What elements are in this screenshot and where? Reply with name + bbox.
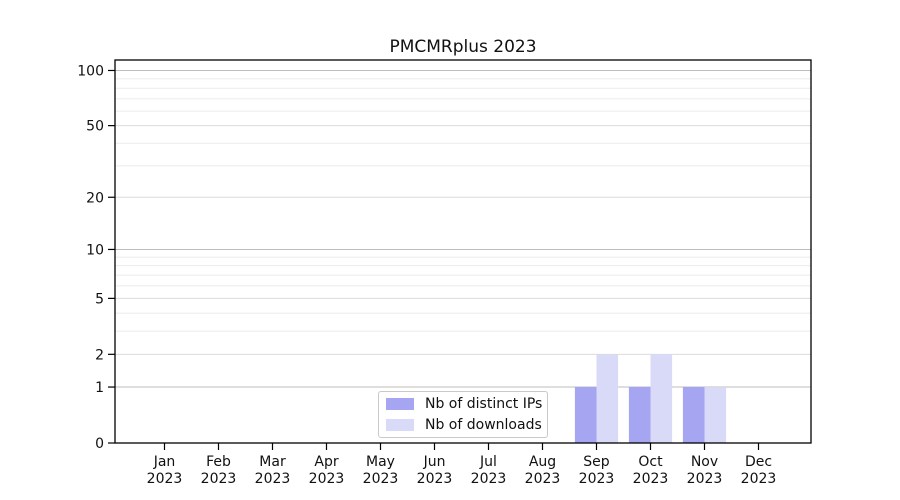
plot-border <box>114 59 812 444</box>
y-tick-label-100: 100 <box>77 63 104 79</box>
x-tick-label-month-oct-2023: Oct <box>638 454 663 470</box>
y-tick-label-20: 20 <box>86 190 104 206</box>
chart-title: PMCMRplus 2023 <box>389 37 536 57</box>
x-tick-label-year-mar-2023: 2023 <box>255 471 291 487</box>
gridlines <box>115 69 811 388</box>
x-tick-label-year-apr-2023: 2023 <box>309 471 345 487</box>
bar-nb-of-distinct-ips-oct-2023 <box>628 387 651 443</box>
y-tick-label-1: 1 <box>95 380 104 396</box>
legend-item-distinct-ips: Nb of distinct IPs <box>386 395 547 414</box>
x-tick-label-month-aug-2023: Aug <box>529 454 556 470</box>
x-tick-label-year-nov-2023: 2023 <box>687 471 723 487</box>
y-tick-label-0: 0 <box>95 436 104 452</box>
x-tick-label-month-jan-2023: Jan <box>153 454 176 470</box>
x-tick-label-month-feb-2023: Feb <box>206 454 231 470</box>
x-tick-label-year-aug-2023: 2023 <box>525 471 561 487</box>
x-tick-label-month-mar-2023: Mar <box>259 454 286 470</box>
legend: Nb of distinct IPs Nb of downloads <box>378 391 548 438</box>
legend-label-downloads: Nb of downloads <box>425 417 542 433</box>
x-tick-label-year-oct-2023: 2023 <box>633 471 669 487</box>
x-tick-label-year-dec-2023: 2023 <box>741 471 777 487</box>
y-tick-label-10: 10 <box>86 242 104 258</box>
bars <box>574 354 727 443</box>
bar-nb-of-distinct-ips-nov-2023 <box>682 387 705 443</box>
bar-nb-of-downloads-nov-2023 <box>704 387 727 443</box>
x-tick-label-month-dec-2023: Dec <box>745 454 772 470</box>
x-tick-label-month-jul-2023: Jul <box>479 454 497 470</box>
x-tick-label-month-may-2023: May <box>366 454 395 470</box>
bar-nb-of-downloads-sep-2023 <box>596 354 619 443</box>
x-tick-label-month-jun-2023: Jun <box>423 454 446 470</box>
bar-nb-of-downloads-oct-2023 <box>650 354 673 443</box>
x-tick-label-month-nov-2023: Nov <box>691 454 718 470</box>
x-tick-label-year-feb-2023: 2023 <box>201 471 237 487</box>
axes: 0125102050100Jan2023Feb2023Mar2023Apr202… <box>77 59 812 487</box>
bar-nb-of-distinct-ips-sep-2023 <box>574 387 597 443</box>
x-tick-label-year-jul-2023: 2023 <box>471 471 507 487</box>
x-tick-label-year-may-2023: 2023 <box>363 471 399 487</box>
x-tick-label-year-jun-2023: 2023 <box>417 471 453 487</box>
legend-item-downloads: Nb of downloads <box>386 416 547 435</box>
x-tick-label-year-sep-2023: 2023 <box>579 471 615 487</box>
y-tick-label-5: 5 <box>95 291 104 307</box>
legend-swatch-distinct-ips <box>386 398 414 410</box>
x-tick-label-year-jan-2023: 2023 <box>147 471 183 487</box>
y-tick-label-2: 2 <box>95 347 104 363</box>
legend-swatch-downloads <box>386 419 414 431</box>
y-tick-label-50: 50 <box>86 119 104 135</box>
x-tick-label-month-apr-2023: Apr <box>314 454 338 470</box>
legend-label-distinct-ips: Nb of distinct IPs <box>425 396 543 412</box>
x-tick-label-month-sep-2023: Sep <box>583 454 610 470</box>
